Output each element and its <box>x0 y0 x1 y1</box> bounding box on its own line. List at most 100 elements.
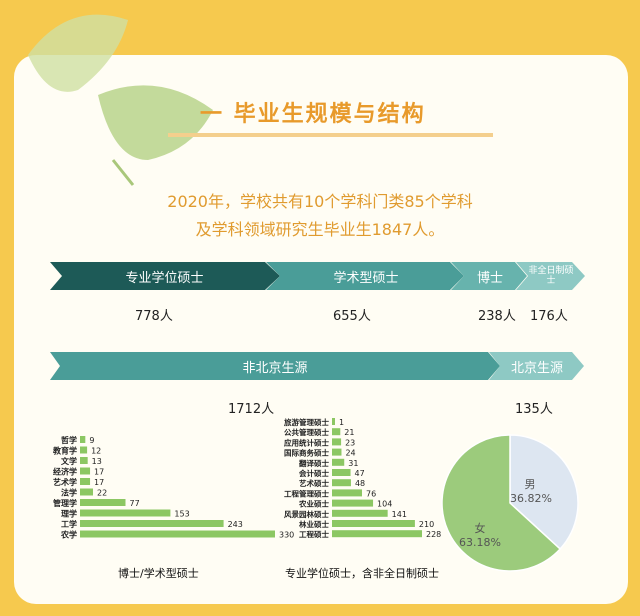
left-bar-value-label: 153 <box>174 510 189 519</box>
caption-right: 专业学位硕士，含非全日制硕士 <box>285 567 439 580</box>
pie-label-female: 女 63.18% <box>455 520 505 549</box>
right-bar <box>332 499 374 507</box>
intro-line-2: 及学科领域研究生毕业生1847人。 <box>195 220 445 239</box>
right-bar <box>332 438 342 446</box>
intro-line-1: 2020年，学校共有10个学科门类85个学科 <box>167 192 473 211</box>
right-bar-value-label: 1 <box>339 418 344 427</box>
left-bar-value-label: 22 <box>97 489 107 498</box>
right-bar-value-label: 47 <box>355 469 365 478</box>
right-bar-category-label: 林业硕士 <box>299 519 329 529</box>
left-bar-category-label: 工学 <box>61 519 77 529</box>
right-bar-category-label: 工程硕士 <box>299 529 329 539</box>
origin-count-nonbj: 1712人 <box>228 402 275 417</box>
left-bar-value-label: 330 <box>279 531 294 540</box>
origin-label-nonbj: 非北京生源 <box>242 360 308 376</box>
left-bar-category-label: 农学 <box>60 530 77 540</box>
degree-label-parttime: 非全日制硕士 <box>528 266 574 286</box>
right-bar-value-label: 31 <box>348 459 358 468</box>
title-underline <box>168 133 493 137</box>
right-bar-category-label: 公共管理硕士 <box>284 427 329 437</box>
right-bar-value-label: 104 <box>377 500 392 509</box>
left-bar-value-label: 17 <box>94 468 104 477</box>
left-bar <box>80 520 224 527</box>
left-bar-category-label: 哲学 <box>61 435 77 445</box>
left-bar-category-label: 理学 <box>61 509 77 519</box>
left-bar <box>80 446 88 454</box>
left-bar-category-label: 文学 <box>61 456 77 466</box>
degree-count-parttime: 176人 <box>530 309 568 324</box>
right-bar <box>332 479 351 487</box>
pie-slice <box>509 434 579 551</box>
pie-value-male: 36.82% <box>510 492 552 505</box>
caption-left: 博士/学术型硕士 <box>118 567 199 580</box>
right-bar <box>332 509 388 517</box>
right-bar-category-label: 会计硕士 <box>299 468 329 478</box>
left-bar-category-label: 教育学 <box>52 446 77 456</box>
right-bar-value-label: 24 <box>345 449 355 458</box>
pie-category-female: 女 <box>474 522 486 535</box>
left-bar-value-label: 243 <box>228 520 243 529</box>
right-bar <box>332 418 335 425</box>
right-bar <box>332 448 342 456</box>
right-bar-category-label: 工程管理硕士 <box>284 488 329 498</box>
left-bar-value-label: 17 <box>94 478 104 487</box>
arrow-shape-academic <box>266 262 464 290</box>
right-bar-value-label: 48 <box>355 479 365 488</box>
left-bar <box>80 530 275 538</box>
left-bar <box>80 499 126 506</box>
right-bar-value-label: 76 <box>366 489 376 498</box>
right-bar <box>332 530 422 538</box>
left-bar <box>80 436 86 443</box>
left-bar-value-label: 77 <box>130 499 140 508</box>
right-bar-value-label: 141 <box>392 510 407 519</box>
degree-count-phd: 238人 <box>478 309 516 324</box>
pie-slice <box>441 434 562 572</box>
left-bar-value-label: 9 <box>89 436 94 445</box>
right-bar-category-label: 应用统计硕士 <box>284 437 329 447</box>
section-title: 一 毕业生规模与结构 <box>200 102 426 127</box>
right-bar-category-label: 农业硕士 <box>298 499 329 509</box>
right-bar <box>332 458 345 466</box>
left-bar <box>80 457 88 464</box>
left-bar-value-label: 12 <box>91 447 101 456</box>
right-bar <box>332 469 351 476</box>
right-bar-category-label: 旅游管理硕士 <box>284 417 329 427</box>
left-bar <box>80 488 93 496</box>
right-bar-value-label: 21 <box>344 428 354 437</box>
degree-count-academic: 655人 <box>333 309 371 324</box>
right-bar <box>332 520 415 527</box>
pie-label-male: 男 36.82% <box>510 476 552 505</box>
arrow-shape-parttime <box>516 262 585 290</box>
left-bar-category-label: 管理学 <box>53 498 77 508</box>
origin-label-bj: 北京生源 <box>510 360 563 376</box>
intro-text: 2020年，学校共有10个学科门类85个学科 及学科领域研究生毕业生1847人。 <box>120 188 520 244</box>
ginkgo-leaf-icon <box>28 14 213 186</box>
left-bar <box>80 478 91 485</box>
left-bar-category-label: 艺术学 <box>53 477 77 487</box>
right-bar-value-label: 23 <box>345 438 355 447</box>
arrow-shape-professional <box>50 262 280 290</box>
right-bar-value-label: 228 <box>426 530 441 539</box>
degree-label-professional: 专业学位硕士 <box>125 270 204 286</box>
degree-count-professional: 778人 <box>135 309 173 324</box>
left-bar-value-label: 13 <box>92 457 102 466</box>
degree-label-academic: 学术型硕士 <box>333 270 399 286</box>
left-bar-category-label: 经济学 <box>53 467 77 477</box>
pie-value-female: 63.18% <box>459 536 501 549</box>
right-bar-category-label: 艺术硕士 <box>299 478 329 488</box>
arrow-shape-phd <box>451 262 527 290</box>
pie-category-male: 男 <box>524 478 536 491</box>
right-bar-category-label: 国际商务硕士 <box>284 448 329 458</box>
left-bar-category-label: 法学 <box>61 488 77 498</box>
right-bar <box>332 428 341 436</box>
right-bar-value-label: 210 <box>419 520 434 529</box>
arrow-shape-nonbj <box>50 352 500 380</box>
left-bar <box>80 467 91 475</box>
degree-label-phd: 博士 <box>476 270 503 286</box>
left-bar <box>80 509 171 517</box>
right-bar <box>332 489 362 497</box>
origin-count-bj: 135人 <box>515 402 553 417</box>
right-bar-category-label: 风景园林硕士 <box>284 509 329 519</box>
